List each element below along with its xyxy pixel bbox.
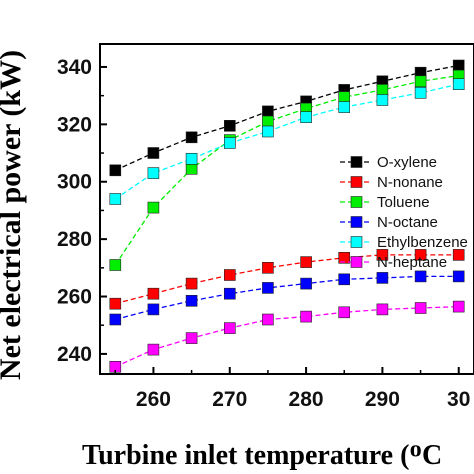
- data-point: [109, 259, 122, 271]
- series-line: [115, 305, 459, 368]
- data-point: [414, 270, 427, 283]
- y-tick-label: 320: [57, 113, 92, 136]
- x-tick-label: 280: [289, 388, 324, 411]
- data-point: [300, 111, 312, 123]
- data-point: [109, 164, 122, 177]
- data-point: [185, 294, 198, 307]
- data-point: [224, 269, 236, 281]
- data-point: [262, 282, 274, 294]
- y-axis-title: Net electrical power (kW): [0, 50, 27, 380]
- data-point: [147, 287, 160, 300]
- series-line: [115, 275, 459, 321]
- data-point: [338, 252, 351, 264]
- y-tick-label: 240: [57, 343, 92, 366]
- data-point: [300, 310, 312, 323]
- y-tick-label: 300: [57, 171, 92, 194]
- y-tick-label: 340: [57, 56, 92, 79]
- series-toluene: [109, 69, 465, 271]
- legend-marker: [350, 256, 363, 268]
- legend-marker: [350, 176, 363, 188]
- y-tick-label: 260: [57, 286, 92, 309]
- data-point: [338, 91, 351, 103]
- data-point: [224, 287, 236, 300]
- data-point: [376, 94, 389, 106]
- legend-marker: [350, 236, 363, 248]
- data-point: [185, 131, 198, 144]
- series-n-nonane: [109, 249, 465, 310]
- data-point: [452, 249, 465, 261]
- data-point: [262, 125, 274, 138]
- y-tick-label: 280: [57, 228, 92, 251]
- data-point: [147, 147, 160, 159]
- legend-label: O-xylene: [377, 154, 437, 171]
- legend-label: N-heptane: [377, 254, 447, 271]
- data-point: [185, 163, 198, 175]
- data-point: [147, 343, 160, 356]
- data-point: [262, 105, 274, 118]
- data-point: [262, 115, 274, 128]
- x-tick-label: 290: [365, 388, 400, 411]
- data-point: [376, 303, 389, 316]
- series-line: [114, 74, 459, 266]
- data-point: [147, 167, 160, 179]
- series-n-heptane: [109, 300, 465, 373]
- data-point: [300, 277, 312, 290]
- data-point: [300, 256, 312, 268]
- data-point: [338, 306, 351, 319]
- x-axis-title: Turbine inlet temperature (ᴼC: [82, 440, 442, 471]
- data-point: [262, 313, 274, 326]
- legend-marker: [350, 156, 363, 168]
- data-point: [109, 313, 122, 326]
- data-point: [109, 193, 122, 205]
- plot-frame: [99, 43, 474, 375]
- data-point: [185, 277, 198, 290]
- data-point: [376, 84, 389, 96]
- series-n-octane: [109, 270, 465, 326]
- x-axis-title-text: Turbine inlet temperature (: [82, 440, 409, 471]
- ticks-layer: 240 260 280 300 320 340 260 270 280 290 30: [57, 56, 470, 411]
- series-line: [115, 254, 459, 305]
- legend-label: Toluene: [377, 194, 430, 211]
- data-point: [452, 78, 465, 90]
- data-point: [452, 270, 465, 283]
- data-point: [414, 249, 427, 261]
- data-point: [147, 201, 160, 214]
- data-point: [338, 101, 351, 113]
- data-point: [109, 297, 122, 310]
- legend-layer: O-xylene N-nonane Toluene N-octane Ethylbenz…: [340, 154, 468, 271]
- x-tick-label: 30: [447, 388, 470, 411]
- data-point: [452, 59, 465, 72]
- data-point: [224, 120, 236, 132]
- series-ethylbenzene: [109, 78, 465, 205]
- data-point: [376, 272, 389, 284]
- data-point: [224, 322, 236, 334]
- x-tick-label: 260: [136, 388, 171, 411]
- data-point: [338, 273, 351, 286]
- series-line: [114, 83, 459, 200]
- legend-label: N-nonane: [377, 174, 443, 191]
- legend-marker: [350, 216, 363, 228]
- data-point: [262, 261, 274, 274]
- data-point: [414, 87, 427, 99]
- legend-marker: [350, 196, 363, 208]
- legend-label: Ethylbenzene: [377, 234, 468, 251]
- x-axis-title-unit: ᴼC: [409, 440, 442, 471]
- x-tick-label: 270: [212, 388, 247, 411]
- legend-label: N-octane: [377, 214, 438, 231]
- data-point: [414, 75, 427, 88]
- data-point: [414, 302, 427, 314]
- series-layer: [109, 59, 465, 373]
- data-point: [452, 300, 465, 313]
- data-point: [376, 249, 389, 261]
- data-point: [147, 303, 160, 316]
- data-point: [185, 153, 198, 165]
- data-point: [185, 332, 198, 344]
- data-point: [224, 137, 236, 149]
- series-o-xylene: [109, 59, 465, 177]
